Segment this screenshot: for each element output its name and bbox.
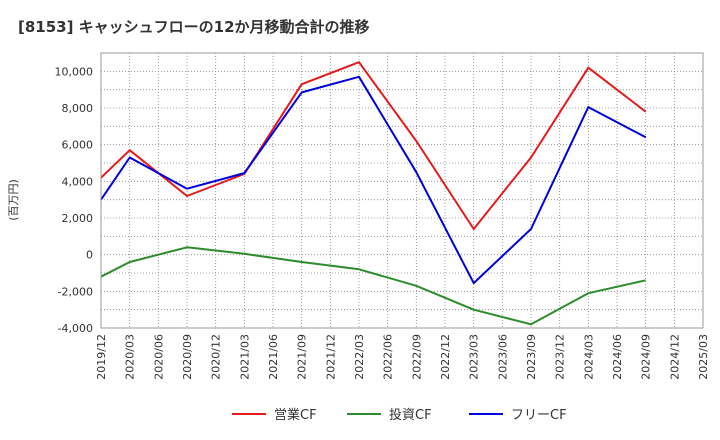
x-tick-label: 2020/09 <box>181 334 194 380</box>
y-tick-label: 8,000 <box>62 102 94 115</box>
plot-frame <box>100 52 704 329</box>
y-tick-label: 2,000 <box>62 212 94 225</box>
x-tick-label: 2021/09 <box>296 334 309 380</box>
legend-label-3: フリーCF <box>511 408 567 423</box>
y-tick-labels: -4,000 -2,000 0 2,000 4,000 6,000 8,000 10,000 <box>55 65 94 335</box>
y-tick-label: 10,000 <box>55 65 94 78</box>
x-tick-label: 2024/09 <box>640 334 653 380</box>
x-tick-label: 2023/03 <box>468 334 481 380</box>
x-tick-label: 2024/03 <box>582 334 595 380</box>
x-tick-label: 2020/03 <box>124 334 137 380</box>
y-tick-label: -4,000 <box>58 322 93 335</box>
x-tick-label: 2021/12 <box>324 334 337 380</box>
chart-title: [8153] キャッシュフローの12か月移動合計の推移 <box>18 18 370 36</box>
x-tick-label: 2024/06 <box>611 334 624 380</box>
series-line-3 <box>100 75 647 285</box>
legend-label-2: 投資CF <box>389 407 432 423</box>
x-tick-label: 2023/06 <box>496 334 509 380</box>
series-line-2 <box>100 246 646 326</box>
x-tick-label: 2022/03 <box>353 334 366 380</box>
x-tick-label: 2022/12 <box>439 334 452 380</box>
x-tick-label: 2020/06 <box>152 334 165 380</box>
x-tick-labels: 2019/12 2020/03 2020/06 2020/09 2020/12 2021/… <box>95 334 710 380</box>
y-axis-label: (百万円) <box>7 179 20 221</box>
x-tick-label: 2022/06 <box>382 334 395 380</box>
series-line-1 <box>100 61 647 230</box>
x-tick-label: 2025/03 <box>697 334 710 380</box>
x-tick-label: 2020/12 <box>210 334 223 380</box>
y-tick-label: 0 <box>86 249 93 262</box>
legend: 営業CF 投資CF フリーCF <box>232 407 567 423</box>
x-tick-label: 2021/03 <box>238 334 251 380</box>
x-tick-label: 2022/09 <box>410 334 423 380</box>
x-tick-label: 2019/12 <box>95 334 108 380</box>
y-tick-label: -2,000 <box>58 285 93 298</box>
series-lines <box>100 61 647 326</box>
x-tick-label: 2024/12 <box>668 334 681 380</box>
x-tick-label: 2021/06 <box>267 334 280 380</box>
x-tick-label: 2023/12 <box>554 334 567 380</box>
y-tick-label: 4,000 <box>62 175 94 188</box>
y-tick-label: 6,000 <box>62 139 94 152</box>
x-tick-label: 2023/09 <box>525 334 538 380</box>
legend-label-1: 営業CF <box>274 407 317 423</box>
